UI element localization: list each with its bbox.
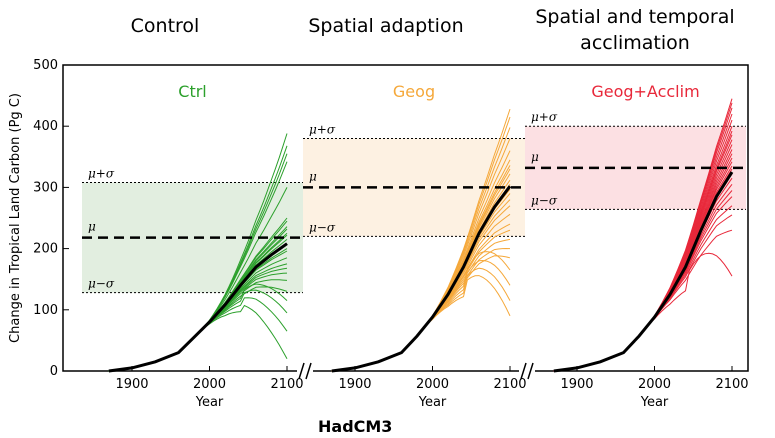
x-tick-label-2-2000: 2000 — [638, 377, 671, 392]
axis-break-mark-a-0 — [298, 362, 305, 380]
ensemble-line-1-17 — [331, 229, 511, 372]
ensemble-line-0-20 — [108, 286, 288, 372]
ensemble-line-1-23 — [331, 267, 511, 372]
stat-label-plus-0: μ+σ — [88, 167, 115, 181]
ensemble-line-1-16 — [331, 223, 511, 372]
stat-label-mean-0: μ — [88, 220, 96, 234]
stat-label-plus-1: μ+σ — [309, 122, 336, 136]
ensemble-line-1-19 — [331, 247, 511, 372]
x-tick-label-0-2100: 2100 — [270, 377, 303, 392]
ensemble-line-0-19 — [108, 279, 288, 372]
x-tick-label-2-2100: 2100 — [715, 377, 748, 392]
x-axis-label-1: Year — [418, 395, 447, 410]
stat-label-minus-1: μ−σ — [309, 220, 336, 234]
ensemble-line-0-24 — [108, 304, 288, 372]
axis-break-mark-a-1 — [520, 362, 527, 380]
plot-frame — [62, 64, 749, 372]
axis-break-mark-b-0 — [305, 362, 312, 380]
ensemble-mean-line-0 — [108, 242, 288, 373]
x-tick-label-2-1900: 1900 — [560, 377, 593, 392]
ensemble-mean-line-1 — [331, 185, 512, 373]
x-axis-label-0: Year — [195, 395, 224, 410]
stat-label-mean-2: μ — [531, 150, 539, 164]
stat-label-minus-0: μ−σ — [88, 277, 115, 291]
ensemble-line-0-21 — [108, 283, 288, 372]
ensemble-mean-line-2 — [553, 171, 734, 373]
y-tick-label-300: 300 — [33, 180, 58, 195]
panel-title-spatial-temporal: Spatial and temporal acclimation — [535, 6, 735, 54]
panel-title-spatial-adaption: Spatial adaption — [308, 15, 464, 37]
ensemble-line-1-18 — [331, 238, 511, 372]
stat-label-minus-2: μ−σ — [531, 193, 558, 207]
x-tick-label-0-2000: 2000 — [193, 377, 226, 392]
ensemble-line-1-15 — [331, 213, 511, 372]
ensemble-line-2-23 — [553, 229, 733, 372]
ensemble-line-2-24 — [553, 252, 733, 372]
axis-break-gap-1 — [519, 368, 535, 374]
source-model-label: HadCM3 — [318, 417, 393, 436]
model-name-2: Geog+Acclim — [591, 82, 699, 101]
model-name-0: Ctrl — [178, 82, 206, 101]
x-tick-label-0-1900: 1900 — [115, 377, 148, 392]
ensemble-line-1-24 — [331, 275, 511, 372]
y-tick-label-500: 500 — [33, 58, 58, 73]
stat-label-plus-2: μ+σ — [531, 110, 558, 124]
x-tick-label-1-2000: 2000 — [416, 377, 449, 392]
x-tick-label-1-2100: 2100 — [493, 377, 526, 392]
ensemble-line-1-20 — [331, 255, 511, 372]
axis-break-mark-b-1 — [527, 362, 534, 380]
y-axis-label: Change in Tropical Land Carbon (Pg C) — [8, 93, 23, 343]
x-axis-label-2: Year — [640, 395, 669, 410]
stat-label-mean-1: μ — [309, 169, 317, 183]
model-name-1: Geog — [393, 82, 435, 101]
axis-break-gap-0 — [297, 368, 313, 374]
y-tick-label-400: 400 — [33, 119, 58, 134]
panel-title-control: Control — [130, 15, 200, 37]
x-tick-label-1-1900: 1900 — [338, 377, 371, 392]
y-tick-label-0: 0 — [50, 364, 58, 379]
y-tick-label-200: 200 — [33, 242, 58, 257]
y-tick-label-100: 100 — [33, 303, 58, 318]
